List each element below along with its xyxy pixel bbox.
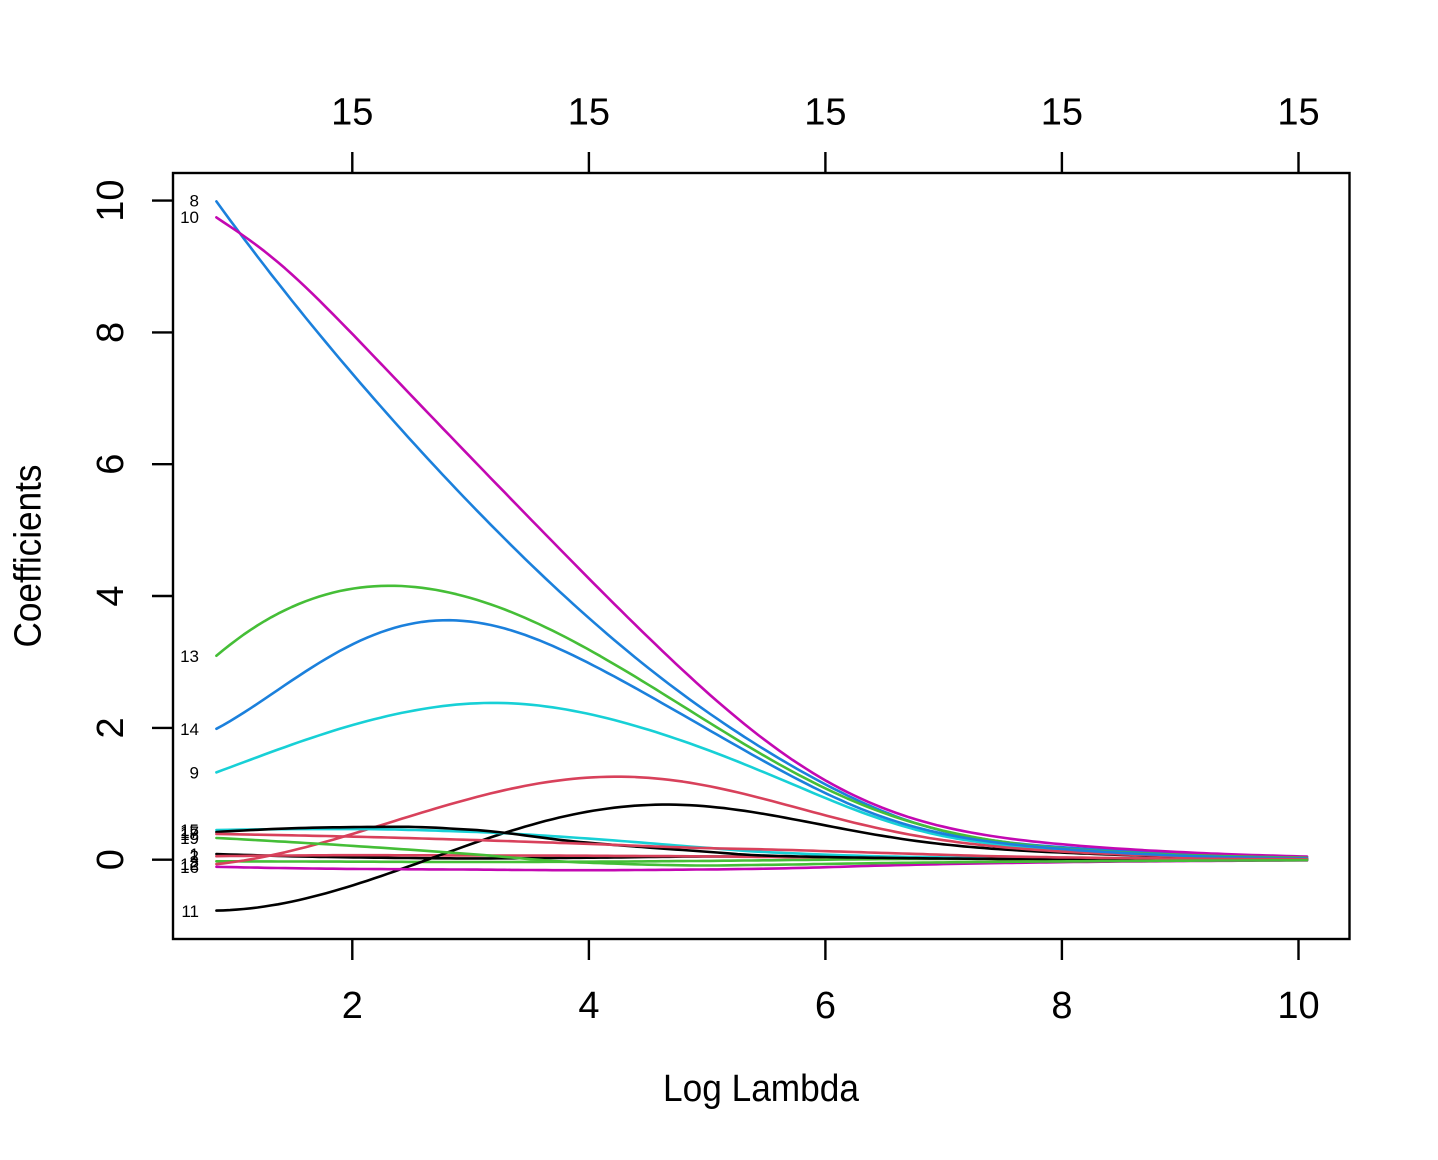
svg-text:Coefficients: Coefficients: [8, 465, 50, 648]
svg-text:2: 2: [90, 717, 132, 738]
svg-text:10: 10: [90, 179, 132, 221]
svg-text:13: 13: [180, 647, 199, 666]
svg-text:19: 19: [180, 829, 199, 848]
svg-text:Log Lambda: Log Lambda: [663, 1068, 860, 1110]
svg-text:1: 1: [190, 845, 199, 864]
svg-text:15: 15: [568, 92, 610, 134]
svg-text:2: 2: [342, 985, 363, 1027]
svg-text:6: 6: [90, 454, 132, 475]
svg-text:15: 15: [1277, 92, 1319, 134]
svg-text:18: 18: [180, 825, 199, 844]
svg-text:11: 11: [181, 902, 199, 921]
svg-text:4: 4: [578, 985, 599, 1027]
svg-text:3: 3: [190, 852, 199, 871]
svg-text:15: 15: [331, 92, 373, 134]
svg-text:8: 8: [190, 192, 199, 211]
svg-text:0: 0: [90, 849, 132, 870]
svg-text:4: 4: [90, 585, 132, 606]
svg-text:16: 16: [180, 858, 199, 877]
svg-text:15: 15: [804, 92, 846, 134]
svg-text:8: 8: [90, 322, 132, 343]
svg-text:14: 14: [180, 720, 199, 739]
svg-text:17: 17: [180, 823, 199, 842]
svg-text:9: 9: [190, 764, 199, 783]
svg-text:15: 15: [1041, 92, 1083, 134]
svg-text:15: 15: [180, 821, 199, 840]
svg-text:10: 10: [180, 208, 199, 227]
svg-text:6: 6: [815, 985, 836, 1027]
svg-text:12: 12: [180, 855, 199, 874]
svg-text:10: 10: [1277, 985, 1319, 1027]
svg-text:8: 8: [1051, 985, 1072, 1027]
svg-text:2: 2: [190, 847, 199, 866]
